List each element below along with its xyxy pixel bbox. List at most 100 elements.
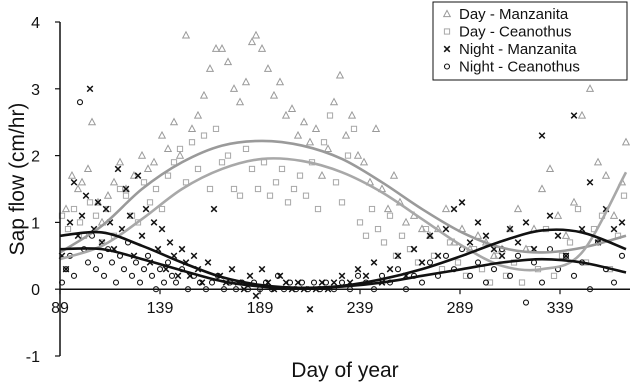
point-day-ceanothus xyxy=(574,205,582,213)
point-night-ceanothus xyxy=(136,279,144,286)
point-night-manzanita xyxy=(166,239,174,246)
point-day-manzanita xyxy=(137,150,147,159)
point-day-manzanita xyxy=(109,177,119,186)
point-day-manzanita xyxy=(217,44,227,52)
point-night-manzanita xyxy=(150,219,158,226)
point-day-manzanita xyxy=(211,44,221,52)
point-night-manzanita xyxy=(306,305,314,313)
point-night-ceanothus xyxy=(148,272,156,279)
point-night-manzanita xyxy=(586,178,594,186)
point-night-ceanothus xyxy=(562,252,570,259)
point-day-manzanita xyxy=(61,204,71,213)
point-night-manzanita xyxy=(158,225,166,233)
point-day-ceanothus xyxy=(344,152,352,159)
point-day-ceanothus xyxy=(338,199,346,206)
point-day-ceanothus xyxy=(550,272,558,279)
point-day-ceanothus xyxy=(414,259,422,266)
point-day-ceanothus xyxy=(398,232,406,239)
point-day-manzanita xyxy=(157,130,167,139)
point-day-manzanita xyxy=(83,164,93,173)
point-day-ceanothus xyxy=(70,205,78,213)
point-day-manzanita xyxy=(199,90,209,99)
point-night-manzanita xyxy=(394,252,402,260)
point-night-ceanothus xyxy=(144,252,152,259)
point-night-manzanita xyxy=(482,232,490,240)
point-day-manzanita xyxy=(371,124,381,132)
point-day-ceanothus xyxy=(158,205,166,213)
point-day-ceanothus xyxy=(140,179,148,186)
point-night-manzanita xyxy=(126,212,134,220)
point-day-manzanita xyxy=(87,117,97,126)
x-tick-label: 89 xyxy=(51,300,69,317)
point-day-manzanita xyxy=(329,97,339,106)
point-day-manzanita xyxy=(175,150,185,159)
point-day-manzanita xyxy=(347,110,357,119)
point-day-ceanothus xyxy=(182,179,190,186)
point-day-ceanothus xyxy=(224,152,232,159)
point-day-ceanothus xyxy=(266,192,274,199)
point-night-manzanita xyxy=(570,112,578,119)
y-tick-label: -1 xyxy=(26,349,40,366)
point-day-manzanita xyxy=(389,170,399,179)
point-day-manzanita xyxy=(353,150,363,159)
point-night-manzanita xyxy=(66,219,74,226)
point-night-manzanita xyxy=(442,225,450,233)
point-day-manzanita xyxy=(129,170,139,179)
point-day-ceanothus xyxy=(406,246,414,253)
point-night-ceanothus xyxy=(160,279,168,286)
point-day-ceanothus xyxy=(200,132,208,139)
point-day-manzanita xyxy=(269,90,279,99)
point-night-manzanita xyxy=(94,199,102,206)
point-night-manzanita xyxy=(418,259,426,266)
series-day-manzanita xyxy=(61,30,630,259)
point-day-ceanothus xyxy=(454,259,462,266)
point-night-ceanothus xyxy=(70,272,78,279)
legend-label-night-ceanothus: Night - Ceanothus xyxy=(459,59,580,76)
y-tick-label: 3 xyxy=(31,82,40,99)
point-night-ceanothus xyxy=(466,272,474,279)
legend-marker-night-manzanita xyxy=(443,45,451,53)
point-day-manzanita xyxy=(205,64,215,72)
point-day-ceanothus xyxy=(242,145,250,153)
point-night-ceanothus xyxy=(522,299,530,306)
point-night-ceanothus xyxy=(514,252,522,259)
point-night-ceanothus xyxy=(172,279,180,286)
point-day-manzanita xyxy=(193,110,203,119)
point-night-manzanita xyxy=(506,225,514,233)
point-night-manzanita xyxy=(258,265,266,273)
point-day-ceanothus xyxy=(86,199,94,206)
point-night-manzanita xyxy=(252,292,260,300)
point-day-ceanothus xyxy=(502,272,510,279)
point-night-ceanothus xyxy=(156,266,164,273)
point-day-ceanothus xyxy=(356,219,364,226)
legend-box xyxy=(432,1,628,81)
point-day-manzanita xyxy=(323,144,333,153)
point-day-manzanita xyxy=(169,117,179,126)
y-ticks: -1 0 1 2 3 4 xyxy=(26,15,60,366)
point-day-ceanothus xyxy=(368,205,376,213)
y-tick-label: 0 xyxy=(31,282,40,299)
point-day-ceanothus xyxy=(218,159,226,166)
point-night-ceanothus xyxy=(538,279,546,286)
point-day-manzanita xyxy=(181,30,191,39)
point-day-manzanita xyxy=(263,64,273,72)
point-day-ceanothus xyxy=(152,185,160,193)
point-night-manzanita xyxy=(82,192,90,200)
point-night-manzanita xyxy=(362,272,370,280)
point-day-manzanita xyxy=(577,110,587,119)
point-night-manzanita xyxy=(426,232,434,240)
point-day-manzanita xyxy=(425,231,435,239)
point-day-ceanothus xyxy=(272,179,280,186)
point-day-manzanita xyxy=(585,84,595,92)
point-night-ceanothus xyxy=(310,279,318,286)
point-night-manzanita xyxy=(204,259,212,266)
x-ticks: 89 139 189 239 289 339 xyxy=(51,289,573,317)
point-day-ceanothus xyxy=(170,159,178,166)
point-day-ceanothus xyxy=(462,272,470,279)
point-day-ceanothus xyxy=(188,139,196,146)
point-night-manzanita xyxy=(354,265,362,273)
point-night-manzanita xyxy=(210,205,218,213)
point-day-ceanothus xyxy=(314,205,322,213)
point-night-ceanothus xyxy=(96,252,104,259)
point-day-manzanita xyxy=(149,157,159,166)
